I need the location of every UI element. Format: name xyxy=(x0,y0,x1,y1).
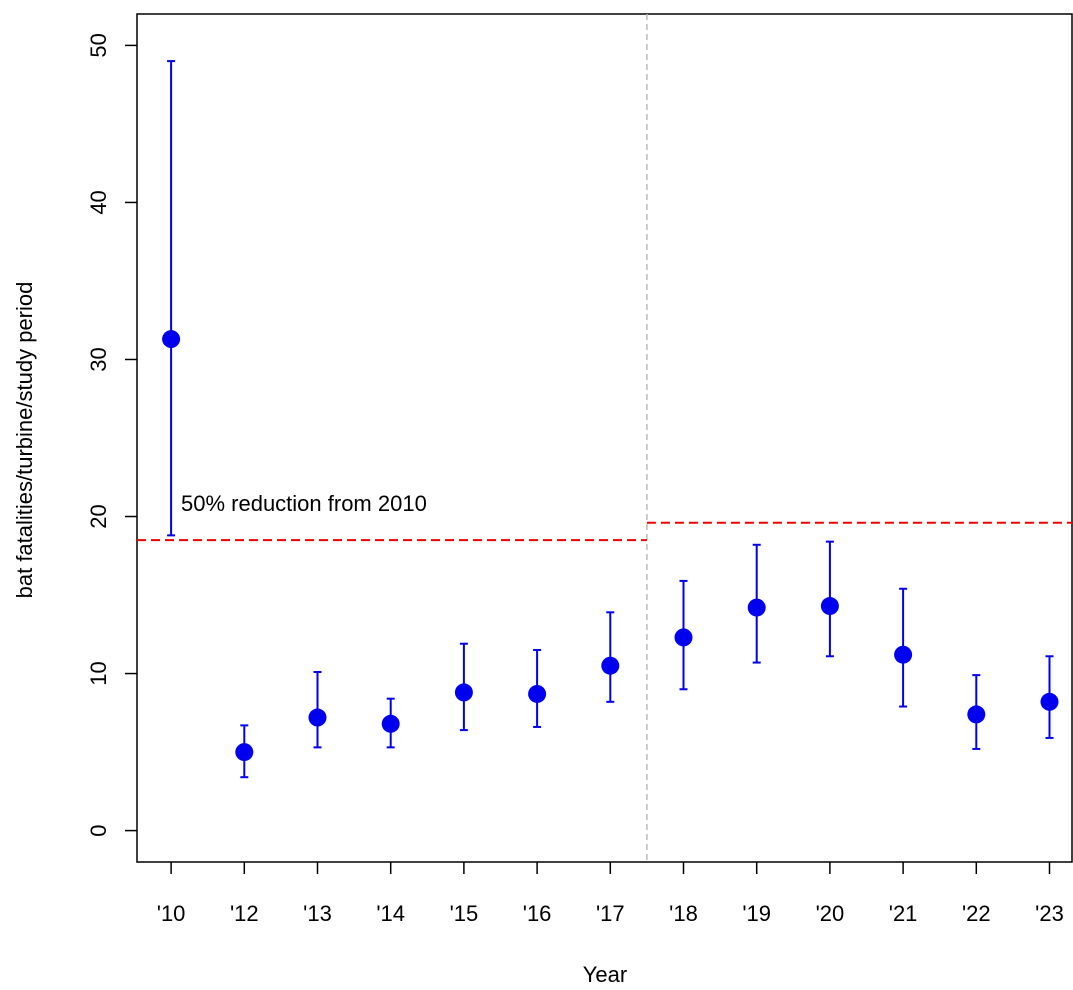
point xyxy=(162,330,181,349)
point xyxy=(528,684,547,703)
x-axis-label: Year xyxy=(583,962,627,987)
y-tick-label: 30 xyxy=(86,347,111,371)
y-tick-label: 10 xyxy=(86,661,111,685)
x-tick-label: '17 xyxy=(596,901,625,926)
x-tick-label: '15 xyxy=(450,901,479,926)
point xyxy=(235,743,254,762)
annotation: 50% reduction from 2010 xyxy=(181,491,427,516)
y-axis-label: bat fatalities/turbine/study period xyxy=(12,282,37,599)
plot-frame xyxy=(136,13,1073,863)
point xyxy=(601,656,620,675)
point xyxy=(1040,692,1059,711)
point xyxy=(967,705,986,724)
y-tick-label: 40 xyxy=(86,190,111,214)
point xyxy=(747,598,766,617)
point xyxy=(381,714,400,733)
x-tick-label: '20 xyxy=(816,901,845,926)
y-tick-label: 50 xyxy=(86,33,111,57)
x-tick-label: '21 xyxy=(889,901,918,926)
x-tick-label: '19 xyxy=(742,901,771,926)
x-tick-label: '16 xyxy=(523,901,552,926)
x-tick-label: '10 xyxy=(157,901,186,926)
x-tick-label: '23 xyxy=(1035,901,1064,926)
x-tick-label: '12 xyxy=(230,901,259,926)
x-tick-label: '18 xyxy=(669,901,698,926)
y-tick-label: 0 xyxy=(86,824,111,836)
point xyxy=(308,708,327,727)
x-tick-label: '22 xyxy=(962,901,991,926)
point xyxy=(674,628,693,647)
y-tick-label: 20 xyxy=(86,504,111,528)
point xyxy=(454,683,473,702)
point xyxy=(894,645,913,664)
x-tick-label: '14 xyxy=(376,901,405,926)
point xyxy=(820,597,839,616)
x-tick-label: '13 xyxy=(303,901,332,926)
